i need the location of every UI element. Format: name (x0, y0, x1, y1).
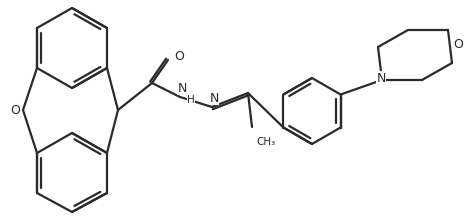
Text: N: N (376, 72, 386, 84)
Text: O: O (453, 38, 463, 51)
Text: O: O (10, 103, 20, 116)
Text: H: H (187, 95, 195, 105)
Text: CH₃: CH₃ (256, 137, 275, 147)
Text: N: N (209, 91, 219, 105)
Text: N: N (177, 82, 187, 95)
Text: O: O (174, 51, 184, 63)
